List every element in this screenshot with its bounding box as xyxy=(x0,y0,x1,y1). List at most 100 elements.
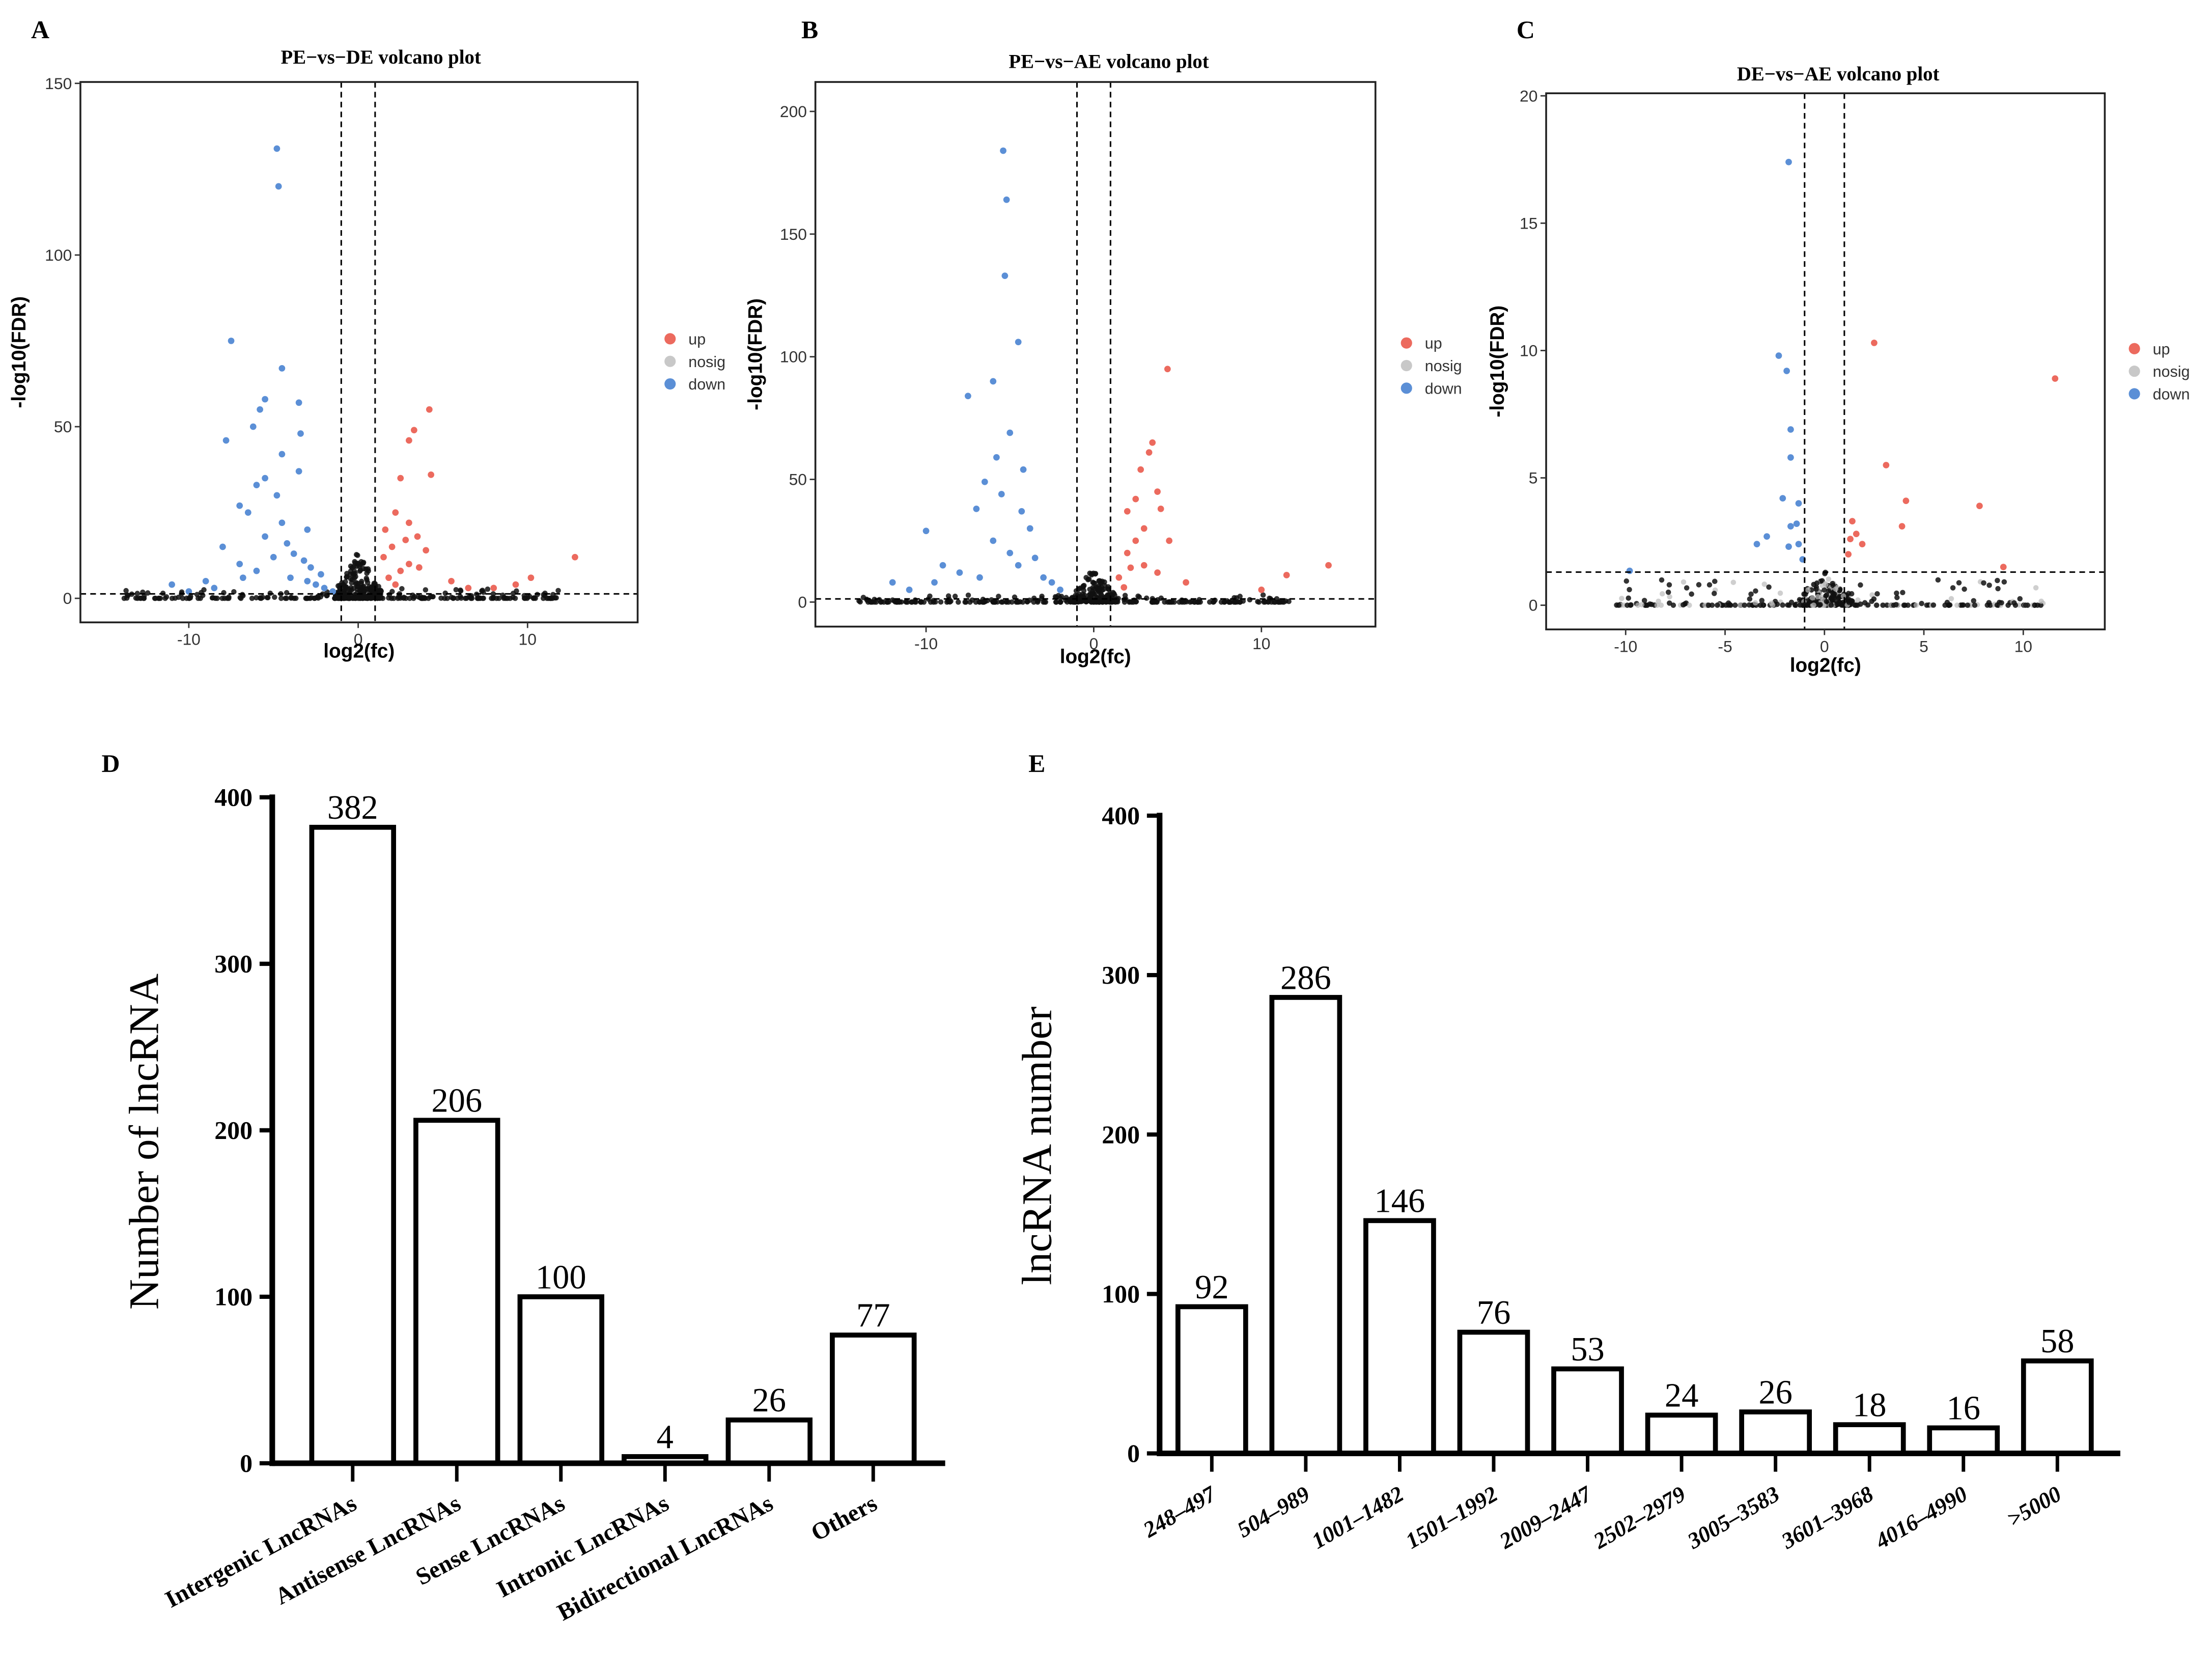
bar-value-label: 18 xyxy=(1853,1386,1887,1424)
x-tick-label: Intergenic LncRNAs xyxy=(161,1490,361,1613)
plot-title: PE−vs−DE volcano plot xyxy=(281,46,481,68)
up-point xyxy=(1157,506,1164,512)
bar-value-label: 146 xyxy=(1375,1183,1425,1220)
down-point xyxy=(318,571,324,578)
down-point xyxy=(1626,567,1633,574)
nosig-point xyxy=(1845,591,1852,596)
down-point xyxy=(976,574,983,581)
nosig-point xyxy=(312,595,317,601)
legend-up-label: up xyxy=(1425,335,1442,352)
nosig-point xyxy=(272,594,277,600)
panel-label: A xyxy=(31,16,49,44)
down-point xyxy=(1057,587,1063,593)
down-point xyxy=(228,338,235,344)
nosig-point xyxy=(257,595,263,601)
nosig-point xyxy=(1658,602,1664,608)
nosig-point xyxy=(1747,596,1753,602)
bar-value-label: 24 xyxy=(1665,1377,1699,1414)
bar-value-label: 100 xyxy=(536,1259,586,1296)
nosig-point xyxy=(1845,598,1851,604)
nosig-point xyxy=(1272,599,1278,605)
down-point xyxy=(1031,554,1039,562)
nosig-point xyxy=(1665,589,1671,595)
nosig-point xyxy=(1894,590,1899,596)
nosig-point xyxy=(1811,602,1816,608)
up-point xyxy=(2052,375,2059,382)
up-point xyxy=(415,564,423,571)
nosig-point xyxy=(1092,580,1098,586)
nosig-point xyxy=(1659,591,1665,597)
nosig-point xyxy=(976,599,982,605)
x-tick-label: 10 xyxy=(519,630,537,649)
nosig-point xyxy=(176,594,182,600)
plot-frame xyxy=(814,81,1377,628)
up-point xyxy=(1124,508,1131,515)
down-point xyxy=(244,509,251,516)
down-point xyxy=(1785,543,1792,550)
x-tick-label: 248–497 xyxy=(1138,1481,1221,1543)
legend-up-marker xyxy=(2129,343,2140,354)
down-point xyxy=(1000,147,1006,154)
nosig-point xyxy=(1644,602,1650,608)
y-tick-label: 15 xyxy=(1520,214,1537,232)
nosig-point xyxy=(1195,599,1200,605)
up-point xyxy=(406,437,412,444)
nosig-point xyxy=(353,552,359,558)
down-point xyxy=(275,183,282,190)
y-tick-label: 20 xyxy=(1520,87,1537,105)
nosig-point xyxy=(1760,602,1767,608)
nosig-point xyxy=(897,599,903,605)
down-point xyxy=(1787,523,1794,530)
nosig-point xyxy=(358,580,364,586)
up-point xyxy=(1325,562,1332,569)
nosig-point xyxy=(521,595,527,601)
nosig-point xyxy=(1865,602,1871,608)
nosig-point xyxy=(137,595,143,601)
legend-nosig-label: nosig xyxy=(2153,363,2190,380)
down-point xyxy=(321,585,328,592)
up-point xyxy=(1845,551,1852,558)
legend-up-label: up xyxy=(688,330,706,348)
legend-down-marker xyxy=(1401,382,1412,394)
down-point xyxy=(998,491,1005,497)
bar xyxy=(725,1417,813,1466)
volcano-panel-a: A PE−vs−DE volcano plot 0 50 100 150 -10 0 10 log… xyxy=(8,16,725,662)
down-point xyxy=(202,578,209,585)
nosig-point xyxy=(365,566,371,572)
bar-panel-e: E 92 248–497 286 504–989 146 1001–1482 76 1501–1… xyxy=(1013,749,2120,1554)
nosig-point xyxy=(2038,602,2044,608)
nosig-point xyxy=(2038,598,2044,604)
nosig-point xyxy=(1994,602,2000,608)
up-point xyxy=(428,471,434,478)
nosig-point xyxy=(1839,602,1844,608)
nosig-point xyxy=(1809,595,1815,601)
bar xyxy=(1833,1422,1906,1456)
bar xyxy=(1551,1366,1624,1456)
plot-title: DE−vs−AE volcano plot xyxy=(1737,63,1940,85)
plot-frame xyxy=(1545,92,2106,630)
nosig-point xyxy=(198,595,203,601)
nosig-point xyxy=(399,586,405,592)
nosig-point xyxy=(1126,599,1132,605)
bar-value-label: 206 xyxy=(431,1082,482,1120)
down-point xyxy=(236,502,243,509)
nosig-point xyxy=(1761,581,1767,587)
x-tick-label: 2009–2447 xyxy=(1495,1481,1597,1554)
nosig-point xyxy=(1627,587,1632,593)
nosig-point xyxy=(1855,597,1861,603)
up-point xyxy=(1132,537,1139,544)
up-point xyxy=(1166,537,1173,544)
nosig-point xyxy=(1942,602,1948,608)
down-point xyxy=(278,365,286,372)
nosig-point xyxy=(264,595,270,600)
y-tick-label: 100 xyxy=(780,348,807,366)
y-tick-label: 300 xyxy=(214,950,253,978)
nosig-point xyxy=(1840,593,1846,599)
nosig-point xyxy=(180,595,186,601)
legend-nosig-marker xyxy=(664,355,676,367)
y-tick-label: 100 xyxy=(45,246,72,264)
x-tick-label: -10 xyxy=(177,630,201,649)
nosig-point xyxy=(485,586,491,592)
nosig-point xyxy=(1715,602,1720,608)
up-point xyxy=(1853,531,1860,537)
